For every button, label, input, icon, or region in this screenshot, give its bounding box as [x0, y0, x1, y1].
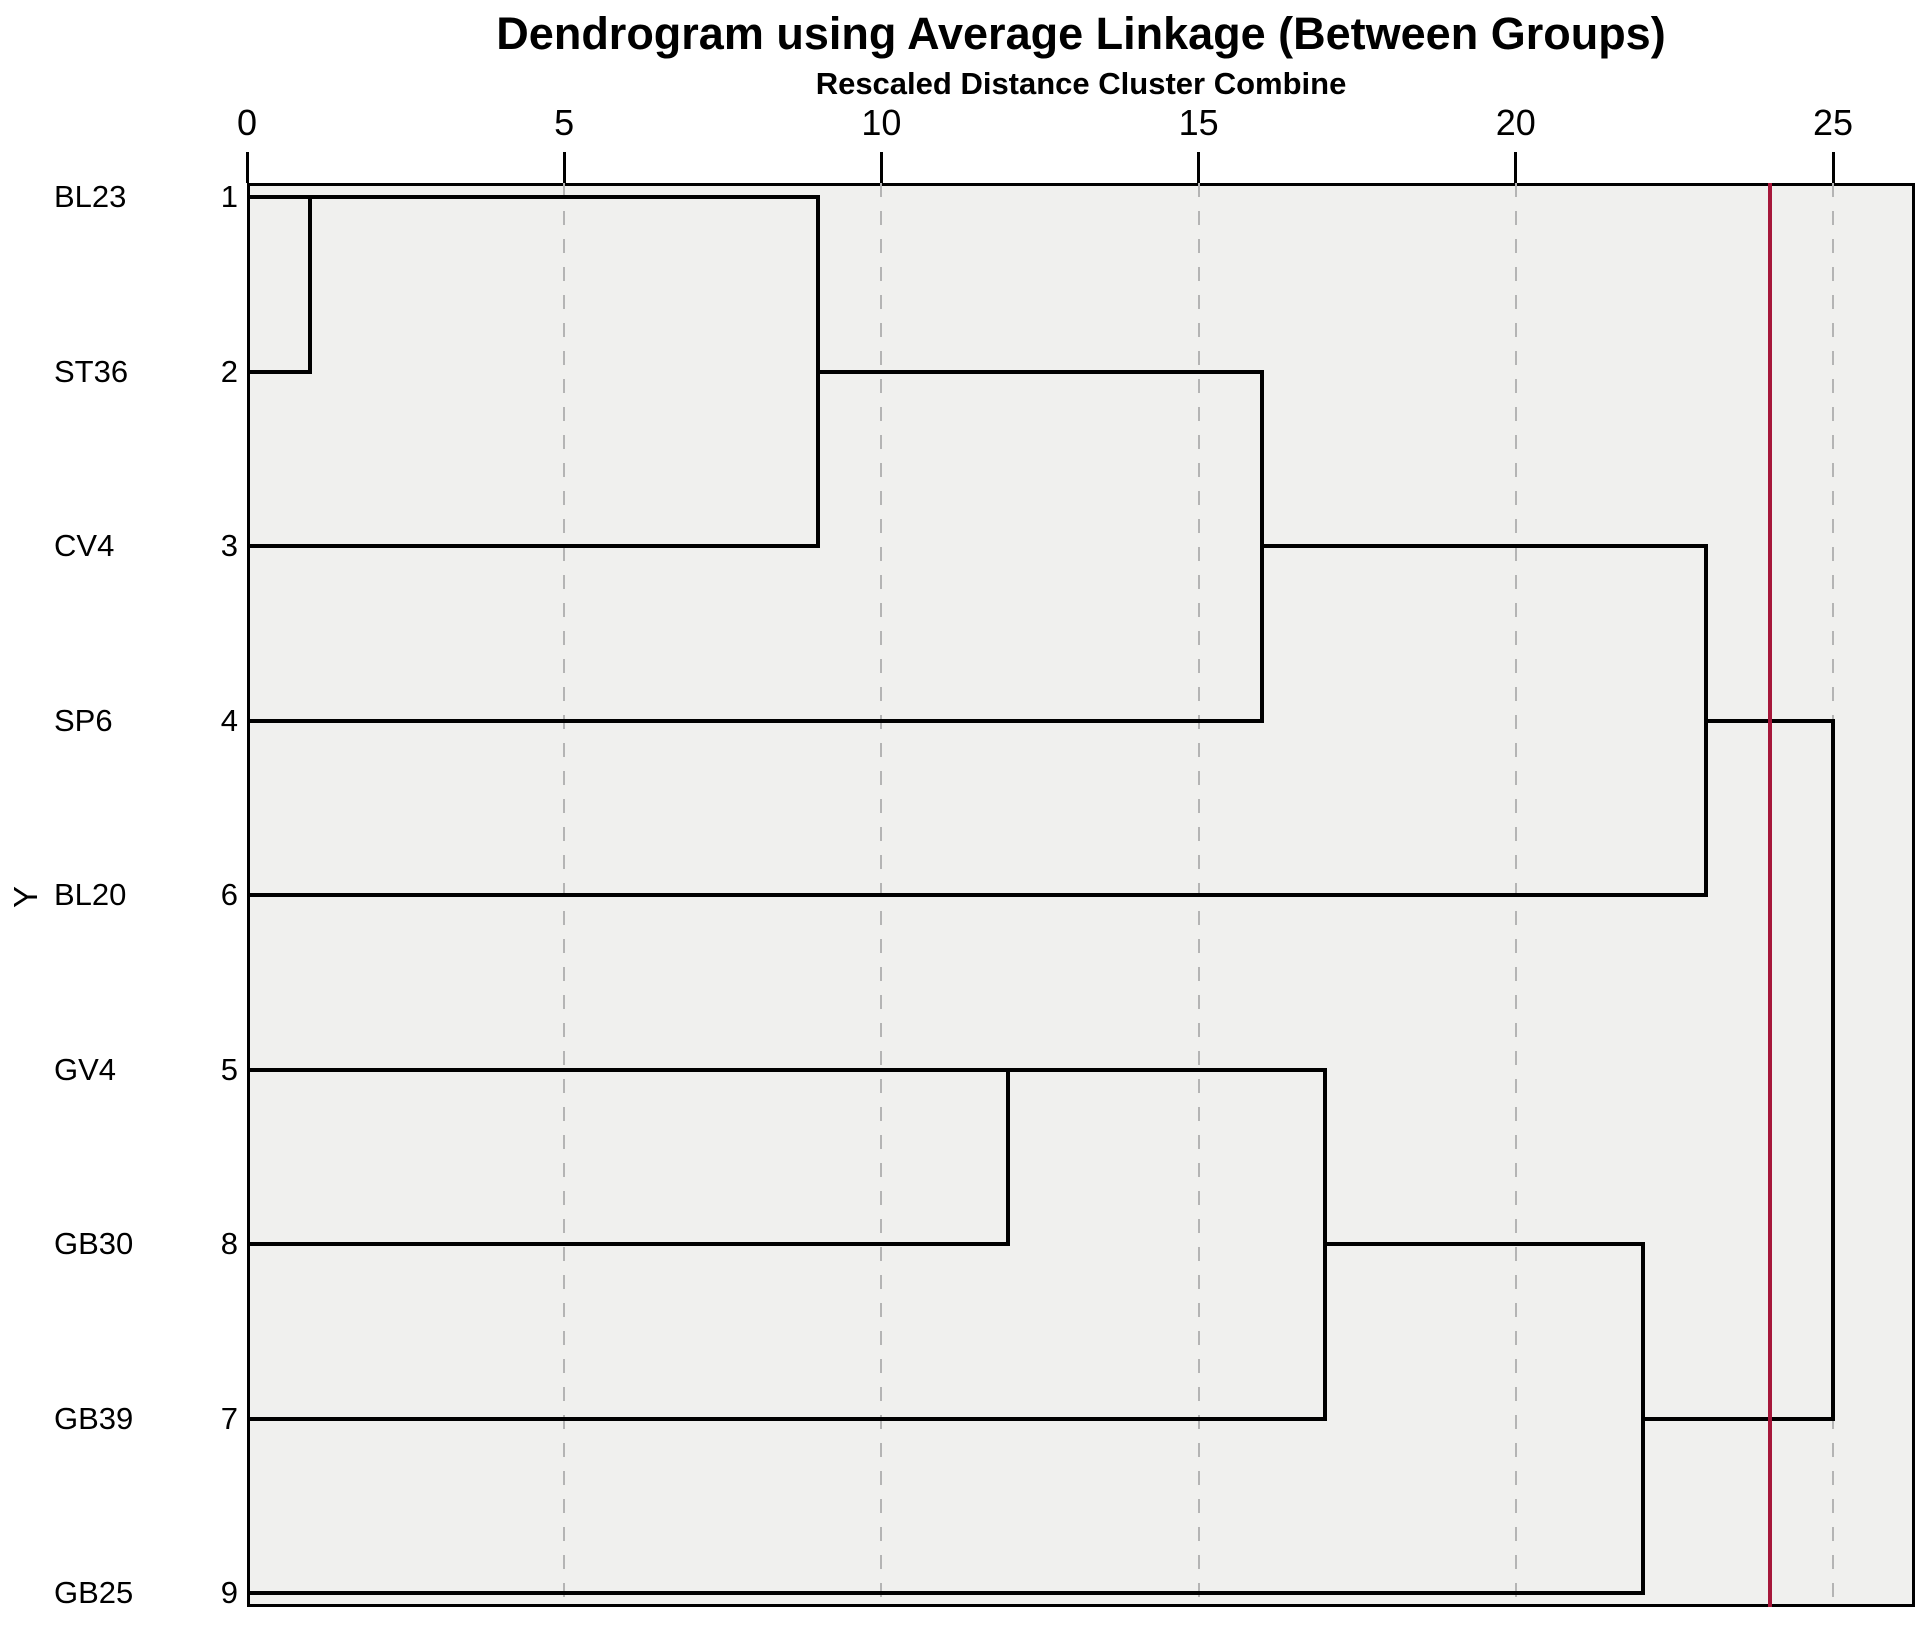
branch-vertical	[308, 195, 313, 374]
x-axis-tick	[1831, 152, 1835, 183]
leaf-label: GV4	[54, 1051, 117, 1087]
x-axis-tick	[245, 152, 249, 183]
leaf-label: GB39	[54, 1400, 134, 1436]
x-axis-tick-label: 5	[554, 102, 575, 143]
leaf-case-number: 5	[220, 1051, 238, 1087]
leaf-label: BL23	[54, 179, 127, 214]
branch-horizontal	[247, 195, 818, 199]
y-axis-title: Y	[7, 886, 44, 909]
branch-horizontal	[247, 544, 818, 548]
leaf-case-number: 3	[220, 528, 238, 563]
chart-subtitle: Rescaled Distance Cluster Combine	[815, 66, 1347, 101]
x-axis-tick-label: 20	[1495, 102, 1536, 143]
leaf-case-number: 6	[220, 877, 238, 912]
branch-horizontal	[247, 1416, 1326, 1421]
leaf-case-number: 4	[220, 702, 238, 738]
branch-vertical	[1831, 718, 1835, 1421]
branch-horizontal	[1325, 1242, 1643, 1246]
x-axis-tick	[879, 152, 883, 183]
branch-vertical	[1323, 1067, 1328, 1421]
leaf-label: BL20	[54, 877, 127, 912]
leaf-label: GB30	[54, 1226, 134, 1261]
leaf-case-number: 9	[220, 1575, 238, 1610]
x-axis-tick-label: 25	[1812, 102, 1854, 143]
branch-horizontal	[817, 369, 1263, 374]
branch-horizontal	[1642, 1416, 1833, 1421]
x-axis-tick	[562, 152, 566, 183]
chart-title: Dendrogram using Average Linkage (Betwee…	[496, 8, 1666, 59]
leaf-case-number: 7	[220, 1400, 238, 1436]
leaf-case-number: 1	[220, 179, 238, 214]
branch-horizontal	[1262, 544, 1707, 548]
branch-horizontal	[247, 369, 311, 374]
x-axis-tick-label: 0	[236, 102, 258, 143]
branch-vertical	[815, 195, 820, 548]
leaf-label: SP6	[54, 702, 113, 738]
cutoff-reference-line	[1767, 183, 1772, 1607]
x-axis-tick	[1197, 152, 1201, 183]
branch-horizontal	[247, 718, 1263, 723]
branch-vertical	[1260, 369, 1265, 723]
x-axis-tick-label: 15	[1178, 102, 1219, 143]
leaf-label: GB25	[54, 1575, 134, 1610]
leaf-case-number: 8	[220, 1226, 238, 1261]
branch-horizontal	[247, 1242, 1009, 1246]
branch-horizontal	[247, 893, 1707, 897]
leaf-case-number: 2	[220, 353, 238, 389]
branch-vertical	[1704, 544, 1709, 897]
branch-horizontal	[247, 1591, 1643, 1595]
branch-vertical	[1640, 1242, 1645, 1595]
leaf-label: ST36	[54, 353, 129, 389]
branch-horizontal	[247, 1067, 1326, 1072]
branch-vertical	[1006, 1067, 1011, 1246]
x-axis-tick-label: 10	[861, 102, 902, 143]
leaf-label: CV4	[54, 528, 115, 563]
x-axis-tick	[1514, 152, 1518, 183]
